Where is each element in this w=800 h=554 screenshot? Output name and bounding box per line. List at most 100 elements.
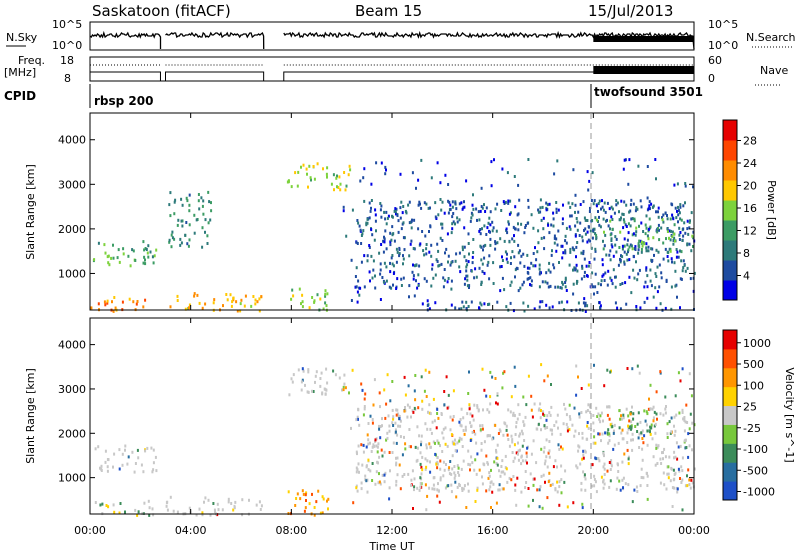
- echo-cell: [526, 266, 529, 270]
- echo-cell: [395, 441, 398, 445]
- echo-cell: [417, 227, 420, 231]
- echo-cell: [681, 239, 684, 242]
- echo-cell: [496, 392, 499, 396]
- echo-cell: [645, 242, 648, 246]
- echo-cell: [319, 384, 322, 388]
- echo-cell: [307, 370, 310, 374]
- echo-cell: [581, 436, 584, 440]
- echo-cell: [356, 489, 359, 493]
- echo-cell: [582, 249, 585, 253]
- echo-cell: [465, 179, 468, 183]
- echo-cell: [131, 248, 134, 252]
- echo-cell: [180, 197, 183, 201]
- echo-cell: [434, 452, 437, 456]
- echo-cell: [547, 451, 550, 455]
- echo-cell: [494, 377, 497, 380]
- echo-cell: [506, 171, 509, 175]
- echo-cell: [550, 253, 553, 257]
- echo-cell: [308, 306, 311, 310]
- echo-cell: [174, 198, 177, 202]
- echo-cell: [575, 245, 578, 249]
- echo-cell: [452, 212, 455, 215]
- echo-cell: [602, 273, 605, 277]
- echo-cell: [375, 161, 378, 165]
- echo-cell: [375, 444, 378, 448]
- echo-cell: [184, 307, 187, 311]
- echo-cell: [620, 417, 623, 421]
- echo-cell: [482, 244, 485, 248]
- echo-cell: [408, 295, 410, 299]
- echo-cell: [313, 506, 316, 509]
- echo-cell: [620, 414, 622, 418]
- echo-cell: [516, 417, 519, 421]
- echo-cell: [620, 199, 623, 203]
- echo-cell: [494, 242, 497, 246]
- x-tick-label: 12:00: [376, 524, 408, 537]
- echo-cell: [450, 490, 453, 494]
- echo-cell: [683, 418, 686, 422]
- echo-cell: [367, 468, 370, 472]
- echo-cell: [350, 426, 352, 430]
- echo-cell: [544, 480, 546, 484]
- echo-cell: [410, 483, 412, 487]
- echo-cell: [568, 403, 571, 407]
- echo-cell: [188, 223, 191, 227]
- echo-cell: [565, 413, 568, 417]
- echo-cell: [416, 486, 419, 490]
- echo-cell: [666, 472, 669, 476]
- echo-cell: [436, 462, 439, 466]
- echo-cell: [510, 395, 513, 399]
- echo-cell: [664, 407, 667, 411]
- echo-cell: [388, 451, 391, 454]
- echo-cell: [431, 420, 434, 424]
- echo-cell: [510, 256, 512, 260]
- echo-cell: [638, 245, 641, 249]
- echo-cell: [617, 263, 620, 267]
- echo-cell: [677, 209, 680, 212]
- echo-cell: [524, 224, 527, 227]
- echo-cell: [681, 269, 684, 273]
- echo-cell: [565, 289, 568, 292]
- echo-cell: [640, 250, 643, 254]
- echo-cell: [678, 233, 681, 237]
- echo-cell: [537, 208, 540, 212]
- echo-cell: [290, 377, 293, 381]
- echo-cell: [126, 462, 129, 466]
- echo-cell: [398, 254, 401, 258]
- echo-cell: [663, 447, 666, 451]
- echo-cell: [682, 234, 685, 238]
- echo-cell: [655, 446, 658, 450]
- echo-cell: [428, 230, 430, 233]
- echo-cell: [441, 239, 444, 242]
- echo-cell: [676, 457, 679, 461]
- velocity-panel-frame: [89, 317, 695, 515]
- echo-cell: [623, 452, 626, 456]
- echo-cell: [436, 161, 439, 165]
- echo-cell: [603, 230, 605, 234]
- echo-cell: [503, 288, 506, 292]
- echo-cell: [624, 223, 627, 227]
- echo-cell: [386, 436, 389, 440]
- echo-cell: [345, 234, 348, 238]
- echo-cell: [385, 222, 388, 226]
- echo-cell: [169, 495, 172, 499]
- echo-cell: [522, 420, 525, 424]
- echo-cell: [671, 213, 674, 217]
- echo-cell: [599, 420, 602, 424]
- x-tick-label: 20:00: [577, 524, 609, 537]
- echo-cell: [417, 273, 420, 277]
- echo-cell: [666, 255, 669, 258]
- echo-cell: [685, 403, 688, 407]
- echo-cell: [587, 188, 590, 192]
- echo-cell: [188, 193, 191, 197]
- echo-cell: [609, 249, 612, 253]
- echo-cell: [148, 506, 151, 510]
- echo-cell: [300, 302, 302, 306]
- echo-cell: [467, 392, 470, 395]
- echo-cell: [421, 230, 424, 233]
- echo-cell: [557, 443, 560, 447]
- echo-cell: [609, 468, 612, 471]
- echo-cell: [682, 227, 685, 231]
- echo-cell: [537, 229, 540, 233]
